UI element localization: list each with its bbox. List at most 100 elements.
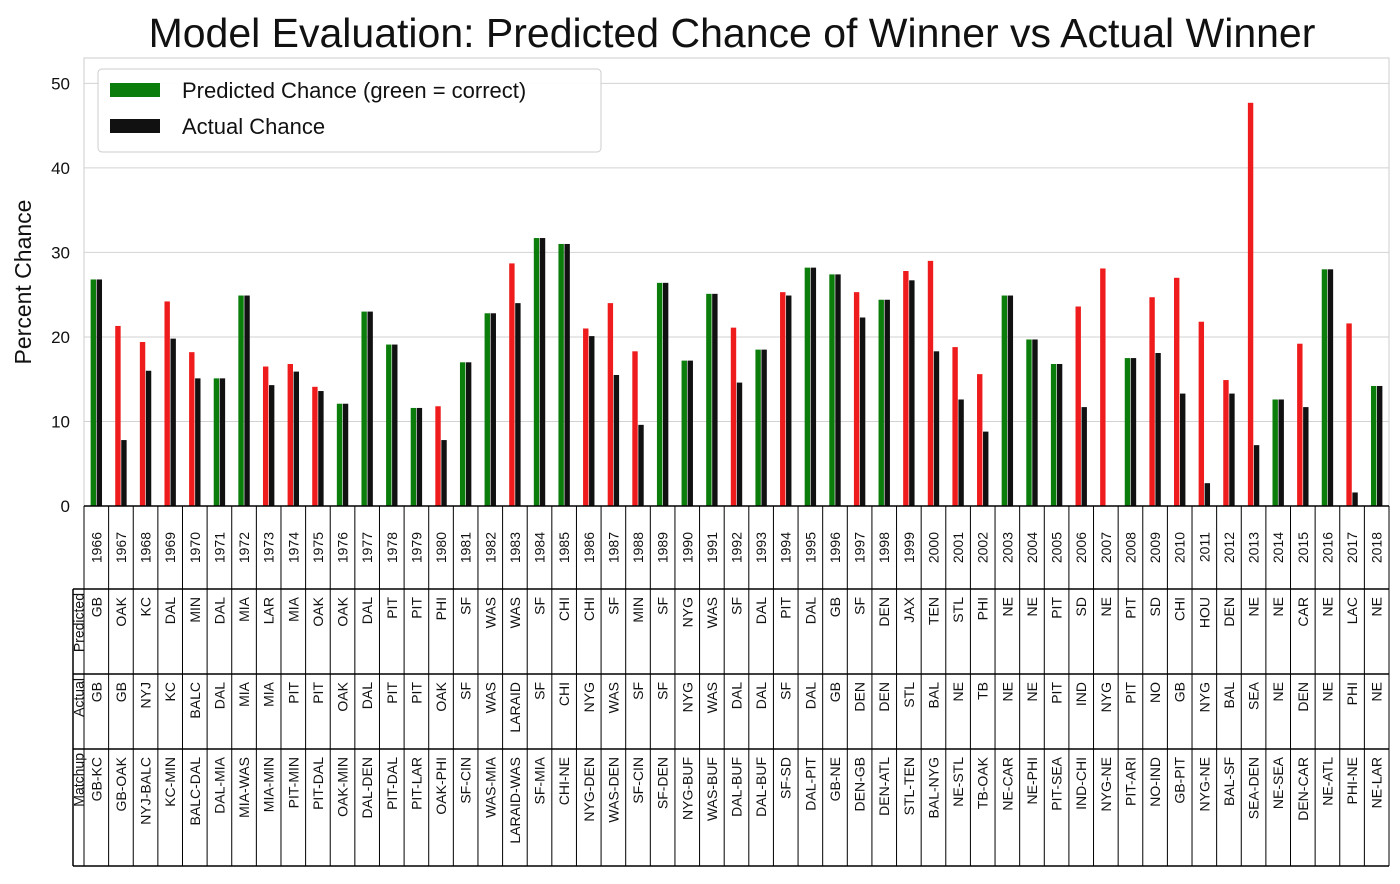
x-tick-label: 2009: [1147, 532, 1163, 563]
table-cell-matchup: STL-TEN: [901, 757, 917, 815]
x-tick-label: 2018: [1369, 532, 1385, 563]
table-cell-predicted: SD: [1147, 597, 1163, 616]
x-tick-label: 1977: [359, 532, 375, 563]
bar-actual: [195, 378, 201, 506]
table-cell-actual: SF: [778, 682, 794, 700]
x-tick-label: 2006: [1073, 532, 1089, 563]
table-cell-predicted: DAL: [753, 597, 769, 624]
x-tick-label: 1975: [310, 532, 326, 563]
table-cell-actual: NYJ: [138, 682, 154, 708]
bar-predicted: [312, 386, 318, 506]
bar-actual: [465, 362, 472, 506]
table-cell-actual: BAL: [1221, 682, 1237, 709]
table-cell-actual: DAL: [729, 682, 745, 709]
bar-predicted: [336, 403, 343, 506]
table-cell-matchup: DEN-CAR: [1295, 757, 1311, 821]
table-cell-matchup: SF-CIN: [630, 757, 646, 804]
table-cell-actual: DEN: [876, 682, 892, 712]
table-cell-matchup: DAL-MIA: [211, 756, 227, 813]
x-tick-label: 1985: [556, 532, 572, 563]
table-cell-actual: NO: [1147, 682, 1163, 703]
bar-actual: [392, 344, 398, 506]
legend-label-predicted: Predicted Chance (green = correct): [182, 78, 526, 103]
bar-predicted: [1001, 295, 1008, 506]
table-cell-actual: IND: [1073, 682, 1089, 706]
table-cell-actual: OAK: [335, 681, 351, 711]
x-tick-label: 2017: [1344, 532, 1360, 563]
bar-actual: [1056, 363, 1063, 506]
bar-actual: [1081, 407, 1087, 506]
y-axis-label: Percent Chance: [10, 200, 36, 365]
bar-actual: [170, 338, 176, 506]
legend-label-actual: Actual Chance: [182, 114, 325, 139]
bar-actual: [736, 382, 743, 506]
table-cell-matchup: BALC-DAL: [187, 757, 203, 826]
bar-actual: [1155, 353, 1161, 506]
table-cell-matchup: BAL-NYG: [925, 757, 941, 818]
x-tick-label: 2016: [1319, 532, 1335, 563]
bar-actual: [638, 424, 644, 506]
table-cell-predicted: TEN: [925, 597, 941, 625]
bar-predicted: [1272, 399, 1278, 506]
table-cell-matchup: SF-DEN: [655, 757, 671, 809]
data-table: Predicted Actual Matchup 1966 1967 1968 1969 19…: [71, 505, 1390, 867]
table-cell-predicted: CAR: [1295, 597, 1311, 627]
bar-predicted: [1198, 321, 1205, 506]
x-tick-label: 2015: [1295, 532, 1311, 563]
table-cell-actual: NE: [1024, 682, 1040, 701]
table-cell-actual: PIT: [384, 682, 400, 704]
chart-title: Model Evaluation: Predicted Chance of Wi…: [149, 10, 1316, 56]
bar-actual: [515, 303, 521, 506]
bar-predicted: [804, 267, 811, 506]
y-tick-label: 50: [51, 74, 70, 93]
bar-predicted: [706, 293, 712, 506]
table-cell-matchup: IND-CHI: [1073, 757, 1089, 810]
table-cell-predicted: STL: [950, 597, 966, 623]
table-cell-matchup: NE-CAR: [999, 757, 1015, 811]
table-cell-actual: SF: [532, 682, 548, 700]
bar-actual: [1376, 385, 1383, 506]
bar-actual: [589, 336, 595, 506]
table-cell-predicted: WAS: [482, 597, 498, 628]
table-cell-actual: PIT: [1049, 682, 1065, 704]
x-tick-label: 1971: [211, 532, 227, 563]
table-cell-matchup: GB-OAK: [113, 756, 129, 811]
y-tick-label: 40: [51, 159, 70, 178]
bar-actual: [367, 311, 373, 506]
bar-actual: [786, 295, 792, 506]
table-cell-matchup: GB-KC: [88, 757, 104, 801]
bar-actual: [293, 371, 299, 506]
x-tick-label: 2012: [1221, 532, 1237, 563]
table-cell-actual: PIT: [285, 682, 301, 704]
table-cell-predicted: NE: [1098, 597, 1114, 616]
bar-actual: [1303, 407, 1309, 506]
table-cell-matchup: NE-ATL: [1319, 757, 1335, 806]
table-cell-predicted: MIA: [285, 596, 301, 622]
x-tick-label: 1983: [507, 532, 523, 563]
table-cell-actual: WAS: [482, 682, 498, 713]
table-cell-matchup: MIA-WAS: [236, 757, 252, 818]
x-tick-label: 1973: [261, 532, 277, 563]
bar-predicted: [509, 263, 515, 506]
bar-actual: [96, 279, 103, 506]
bar-predicted: [977, 374, 983, 506]
bar-actual: [121, 440, 127, 506]
x-tick-label: 2014: [1270, 532, 1286, 563]
table-cell-matchup: PIT-DAL: [310, 757, 326, 810]
table-cell-matchup: NYG-DEN: [581, 757, 597, 822]
table-cell-predicted: SF: [532, 597, 548, 615]
table-cell-predicted: SF: [655, 597, 671, 615]
bar-actual: [983, 431, 989, 506]
x-tick-label: 1995: [802, 532, 818, 563]
bar-actual: [318, 391, 324, 506]
table-cell-matchup: BAL-SF: [1221, 757, 1237, 806]
table-cell-actual: BALC: [187, 682, 203, 719]
x-tick-label: 1978: [384, 532, 400, 563]
x-tick-label: 2007: [1098, 532, 1114, 563]
x-tick-label: 1982: [482, 532, 498, 563]
table-cell-matchup: SF-SD: [778, 757, 794, 799]
table-cell-predicted: NE: [1024, 597, 1040, 616]
table-cell-matchup: SF-CIN: [458, 757, 474, 804]
x-tick-label: 1968: [138, 532, 154, 563]
table-cell-predicted: NYG: [679, 597, 695, 627]
